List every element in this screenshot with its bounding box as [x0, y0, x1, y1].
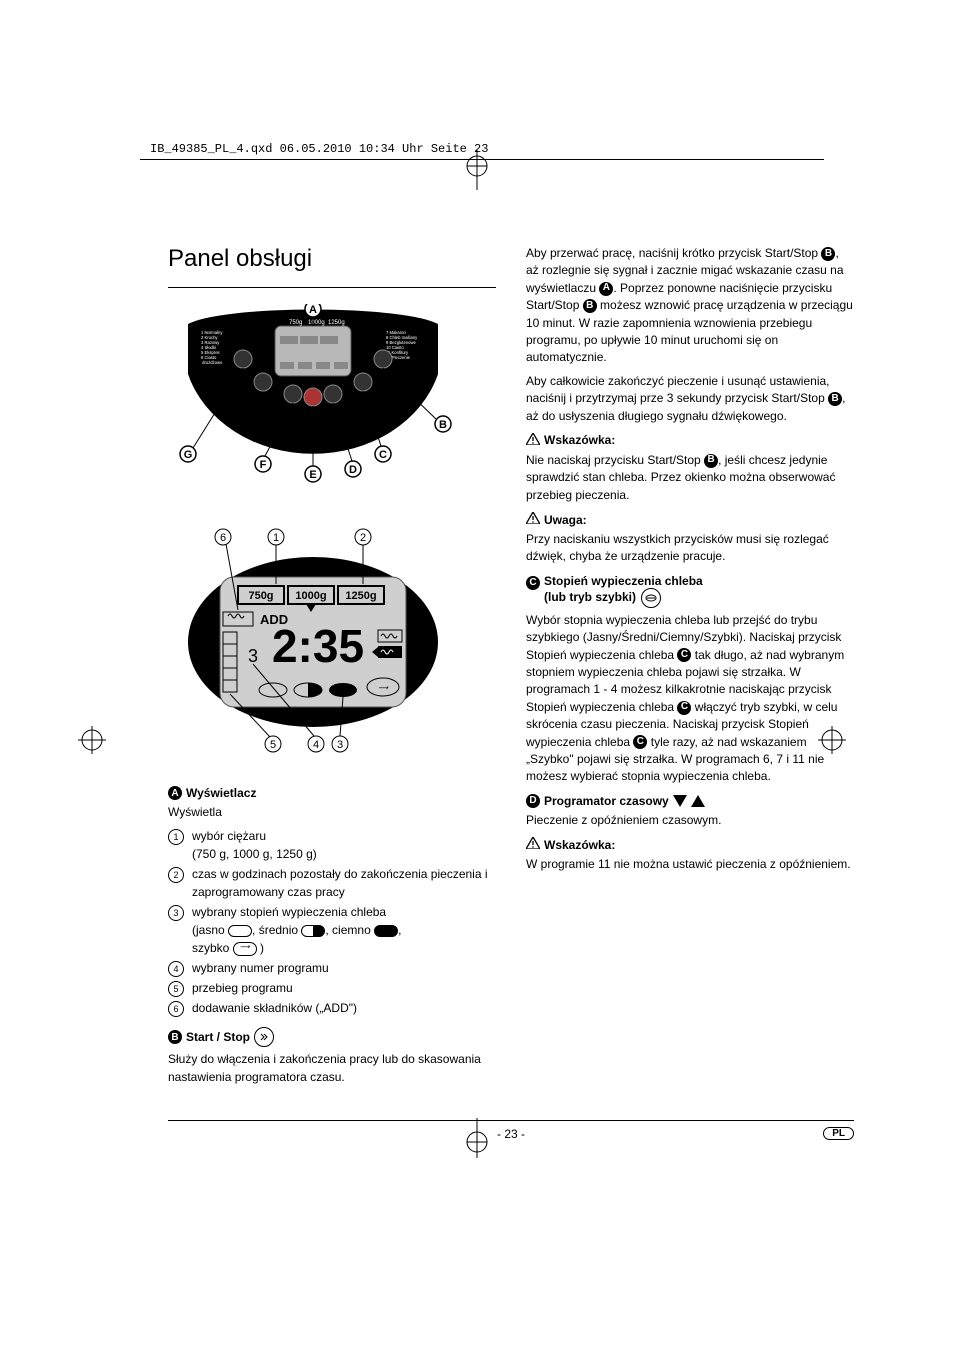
svg-text:4: 4 — [313, 739, 319, 751]
letter-c-icon: C — [633, 735, 647, 749]
warning-heading: Uwaga: — [526, 512, 854, 527]
svg-text:3: 3 — [248, 646, 258, 666]
page-title: Panel obsługi — [168, 245, 496, 273]
page-number: - 23 - — [497, 1127, 525, 1141]
list-item: 1wybór ciężaru (750 g, 1000 g, 1250 g) — [168, 827, 496, 863]
control-panel-figure: 750g 1000g 1250g 1 Normalny2 Kruchy3 Raz… — [168, 304, 458, 484]
crop-mark-top — [463, 150, 491, 193]
arrow-down-icon — [673, 795, 687, 807]
list-item: 3 wybrany stopień wypieczenia chleba (ja… — [168, 903, 496, 957]
crop-mark-right — [818, 726, 846, 757]
list-item: 6dodawanie składników („ADD") — [168, 999, 496, 1017]
browning-light-icon — [228, 925, 252, 937]
svg-text:B: B — [439, 419, 447, 431]
circled-1-icon: 1 — [168, 829, 184, 845]
language-badge: PL — [823, 1127, 854, 1140]
svg-text:⟶: ⟶ — [378, 685, 389, 692]
svg-text:F: F — [260, 459, 267, 471]
paragraph: Aby całkowicie zakończyć pieczenie i usu… — [526, 373, 854, 425]
svg-text:1250g: 1250g — [345, 590, 376, 602]
hint-heading: Wskazówka: — [526, 433, 854, 448]
page-footer: - 23 - PL — [168, 1120, 854, 1141]
svg-text:D: D — [349, 464, 357, 476]
warning-icon — [526, 837, 540, 852]
start-stop-button-icon — [254, 1027, 274, 1047]
svg-text:750g: 750g — [289, 320, 302, 326]
svg-text:3: 3 — [337, 739, 343, 751]
section-a-heading: A Wyświetlacz — [168, 786, 496, 800]
arrow-up-icon — [691, 795, 705, 807]
svg-text:2: 2 — [360, 532, 366, 544]
quick-mode-icon: ⟶ — [233, 942, 257, 956]
circled-4-icon: 4 — [168, 961, 184, 977]
letter-b-icon: B — [583, 299, 597, 313]
svg-text:C: C — [379, 449, 387, 461]
hint-body: W programie 11 nie można ustawić pieczen… — [526, 856, 854, 873]
section-b-title: Start / Stop — [186, 1030, 250, 1044]
letter-a-icon: A — [599, 282, 613, 296]
warning-icon — [526, 433, 540, 448]
section-d-heading: D Programator czasowy — [526, 794, 854, 808]
letter-d-icon: D — [526, 794, 540, 808]
letter-b-icon: B — [821, 247, 835, 261]
hint-body: Nie naciskaj przycisku Start/Stop B, jeś… — [526, 452, 854, 504]
browning-medium-icon — [301, 925, 325, 937]
warning-icon — [526, 512, 540, 527]
section-d-body: Pieczenie z opóźnieniem czasowym. — [526, 812, 854, 829]
list-item: 5przebieg programu — [168, 979, 496, 997]
section-c-title: Stopień wypieczenia chleba (lub tryb szy… — [544, 574, 703, 604]
svg-text:2:35: 2:35 — [272, 620, 364, 672]
paragraph: Aby przerwać pracę, naciśnij krótko przy… — [526, 245, 854, 367]
list-item: 4wybrany numer programu — [168, 959, 496, 977]
section-b-body: Służy do włączenia i zakończenia pracy l… — [168, 1051, 496, 1086]
letter-c-icon: C — [677, 648, 691, 662]
letter-c-icon: C — [526, 576, 540, 590]
section-b-heading: B Start / Stop — [168, 1027, 496, 1047]
right-column: Aby przerwać pracę, naciśnij krótko przy… — [526, 245, 854, 1092]
section-a-lead: Wyświetla — [168, 804, 496, 821]
circled-2-icon: 2 — [168, 867, 184, 883]
svg-text:1250g: 1250g — [328, 320, 345, 326]
svg-text:1: 1 — [273, 532, 279, 544]
left-column: Panel obsługi 750g 1000g 1250g 1 Normaln… — [168, 245, 496, 1092]
svg-text:G: G — [184, 449, 193, 461]
letter-b-icon: B — [704, 454, 718, 468]
display-figure: 750g 1000g 1250g ADD — [168, 512, 458, 762]
svg-text:E: E — [309, 469, 316, 481]
letter-c-icon: C — [677, 701, 691, 715]
svg-text:1000g: 1000g — [308, 320, 325, 326]
section-a-title: Wyświetlacz — [186, 786, 256, 800]
list-item: 2czas w godzinach pozostały do zakończen… — [168, 865, 496, 901]
title-rule — [168, 287, 496, 288]
browning-button-icon — [641, 588, 661, 608]
warning-body: Przy naciskaniu wszystkich przycisków mu… — [526, 531, 854, 566]
section-c-heading: C Stopień wypieczenia chleba (lub tryb s… — [526, 574, 854, 608]
browning-dark-icon — [374, 925, 398, 937]
circled-5-icon: 5 — [168, 981, 184, 997]
svg-text:750g: 750g — [248, 590, 273, 602]
section-c-body: Wybór stopnia wypieczenia chleba lub prz… — [526, 612, 854, 786]
hint-heading: Wskazówka: — [526, 837, 854, 852]
section-d-title: Programator czasowy — [544, 794, 669, 808]
circled-6-icon: 6 — [168, 1001, 184, 1017]
svg-text:6: 6 — [220, 532, 226, 544]
letter-a-icon: A — [168, 786, 182, 800]
letter-b-icon: B — [828, 392, 842, 406]
circled-3-icon: 3 — [168, 905, 184, 921]
svg-text:A: A — [309, 304, 317, 316]
svg-text:5: 5 — [270, 739, 276, 751]
crop-mark-left — [78, 726, 106, 757]
svg-text:1000g: 1000g — [295, 590, 326, 602]
display-legend-list: 1wybór ciężaru (750 g, 1000 g, 1250 g) 2… — [168, 827, 496, 1017]
letter-b-icon: B — [168, 1030, 182, 1044]
